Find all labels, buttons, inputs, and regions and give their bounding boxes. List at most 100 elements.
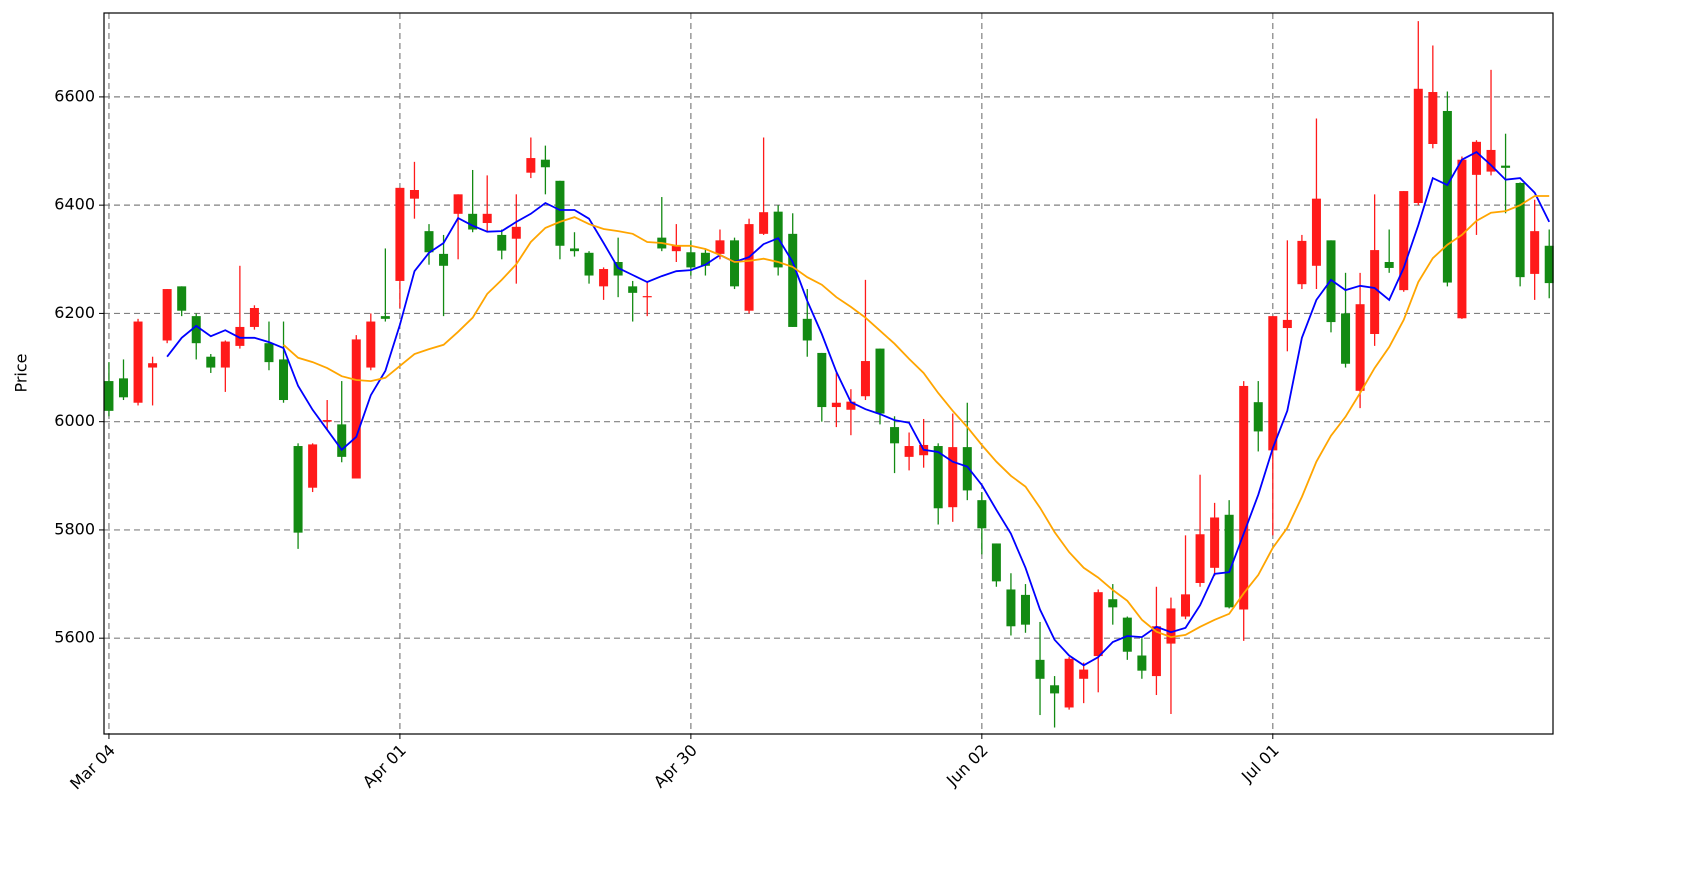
- candle-body: [366, 321, 376, 368]
- candle-body: [1457, 159, 1467, 319]
- candle-body: [279, 359, 289, 401]
- candle-body: [788, 233, 798, 327]
- candle-body: [569, 248, 579, 252]
- candle-body: [497, 234, 507, 251]
- candle-body: [817, 352, 827, 408]
- candle-body: [904, 446, 914, 457]
- candle-body: [337, 424, 347, 457]
- y-axis-label: Price: [12, 353, 31, 392]
- candle-body: [1268, 316, 1278, 451]
- plot-frame: [103, 12, 1554, 735]
- candle-body: [1442, 110, 1452, 283]
- candle-body: [1515, 182, 1525, 278]
- candle-body: [831, 402, 841, 408]
- candle-body: [642, 296, 652, 298]
- candle-body: [744, 224, 754, 311]
- x-tick-label: Jun 02: [942, 741, 992, 791]
- x-tick-label: Apr 01: [359, 741, 410, 792]
- candle-body: [1370, 250, 1380, 334]
- candle-body: [191, 316, 201, 344]
- candle-body: [1239, 385, 1249, 610]
- candle-body: [1020, 594, 1030, 625]
- candle-body: [1137, 655, 1147, 671]
- candle-body: [933, 446, 943, 509]
- candle-body: [468, 213, 478, 230]
- candle-body: [700, 252, 710, 266]
- candle-body: [584, 252, 594, 276]
- candle-body: [1413, 88, 1423, 203]
- candle-body: [133, 321, 143, 403]
- candle-body: [1530, 231, 1540, 274]
- candle-body: [1544, 245, 1554, 284]
- candle-body: [1297, 240, 1307, 285]
- candle-body: [1486, 149, 1496, 172]
- candle-body: [308, 444, 318, 488]
- candle-body: [555, 180, 565, 246]
- candle-body: [104, 381, 114, 411]
- candle-body: [395, 187, 405, 281]
- candle-body: [730, 240, 740, 287]
- candle-body: [1166, 608, 1176, 644]
- candle-body: [118, 378, 128, 398]
- candle-body: [177, 286, 187, 311]
- candle-body: [322, 420, 332, 422]
- y-tick-label: 6400: [54, 195, 95, 214]
- candle-body: [1079, 669, 1089, 679]
- candle-body: [1006, 589, 1016, 627]
- candle-body: [948, 447, 958, 508]
- candle-body: [846, 401, 856, 410]
- candle-body: [351, 339, 361, 479]
- candle-body: [1471, 141, 1481, 175]
- candle-body: [977, 500, 987, 529]
- candle-body: [686, 252, 696, 268]
- candle-body: [526, 158, 536, 173]
- moving-average-line: [166, 151, 1551, 667]
- candle-body: [235, 326, 245, 346]
- candle-body: [162, 289, 172, 341]
- candle-body: [1093, 592, 1103, 657]
- candle-body: [249, 308, 259, 327]
- candle-body: [220, 341, 230, 368]
- candle-body: [890, 427, 900, 444]
- candle-body: [1108, 599, 1118, 608]
- candle-body: [1341, 313, 1351, 364]
- candle-body: [540, 159, 550, 168]
- x-tick-label: Mar 04: [66, 741, 119, 794]
- candle-body: [1122, 617, 1132, 652]
- x-tick-label: Jul 01: [1237, 741, 1283, 787]
- candle-body: [759, 212, 769, 234]
- candle-body: [424, 231, 434, 253]
- candle-body: [802, 318, 812, 341]
- candle-body: [148, 363, 158, 368]
- candle-body: [409, 190, 419, 199]
- moving-average-line: [282, 195, 1550, 639]
- candle-body: [1181, 594, 1191, 617]
- y-tick-label: 6600: [54, 86, 95, 105]
- candle-body: [1311, 198, 1321, 266]
- candle-body: [1253, 402, 1263, 432]
- candle-body: [380, 316, 390, 319]
- candle-body: [482, 213, 492, 224]
- candle-body: [962, 447, 972, 491]
- candle-body: [293, 446, 303, 533]
- candle-body: [1355, 304, 1365, 391]
- candle-body: [860, 361, 870, 397]
- y-tick-label: 5800: [54, 519, 95, 538]
- candle-body: [628, 286, 638, 293]
- candle-body: [1064, 658, 1074, 708]
- candle-body: [439, 253, 449, 266]
- candle-body: [1282, 319, 1292, 329]
- candle-body: [453, 194, 463, 214]
- candle-body: [1501, 165, 1511, 168]
- candle-body: [1050, 685, 1060, 694]
- candle-body: [1035, 659, 1045, 679]
- candle-body: [206, 356, 216, 368]
- y-tick-label: 5600: [54, 628, 95, 647]
- candle-body: [264, 343, 274, 363]
- candle-body: [1399, 191, 1409, 291]
- y-tick-label: 6200: [54, 303, 95, 322]
- x-tick-label: Apr 30: [650, 741, 701, 792]
- candle-body: [1210, 517, 1220, 568]
- candle-body: [1195, 534, 1205, 583]
